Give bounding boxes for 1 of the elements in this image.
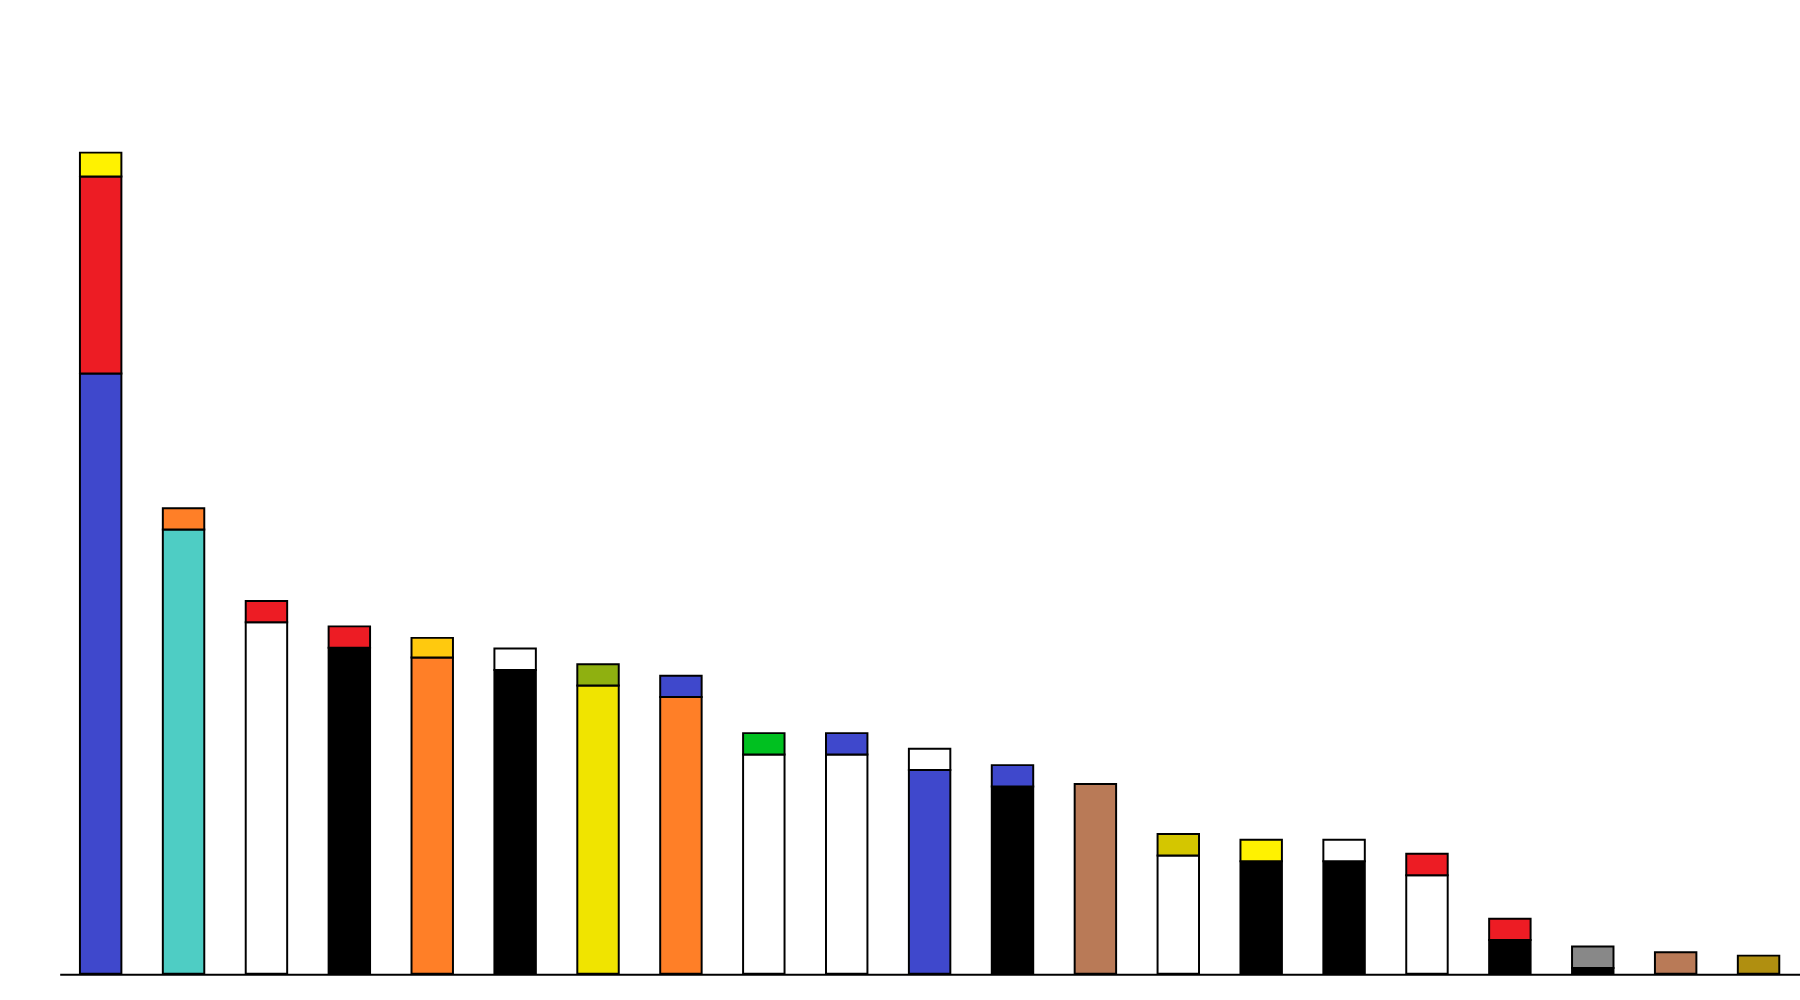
- bar: [1571, 945, 1615, 969]
